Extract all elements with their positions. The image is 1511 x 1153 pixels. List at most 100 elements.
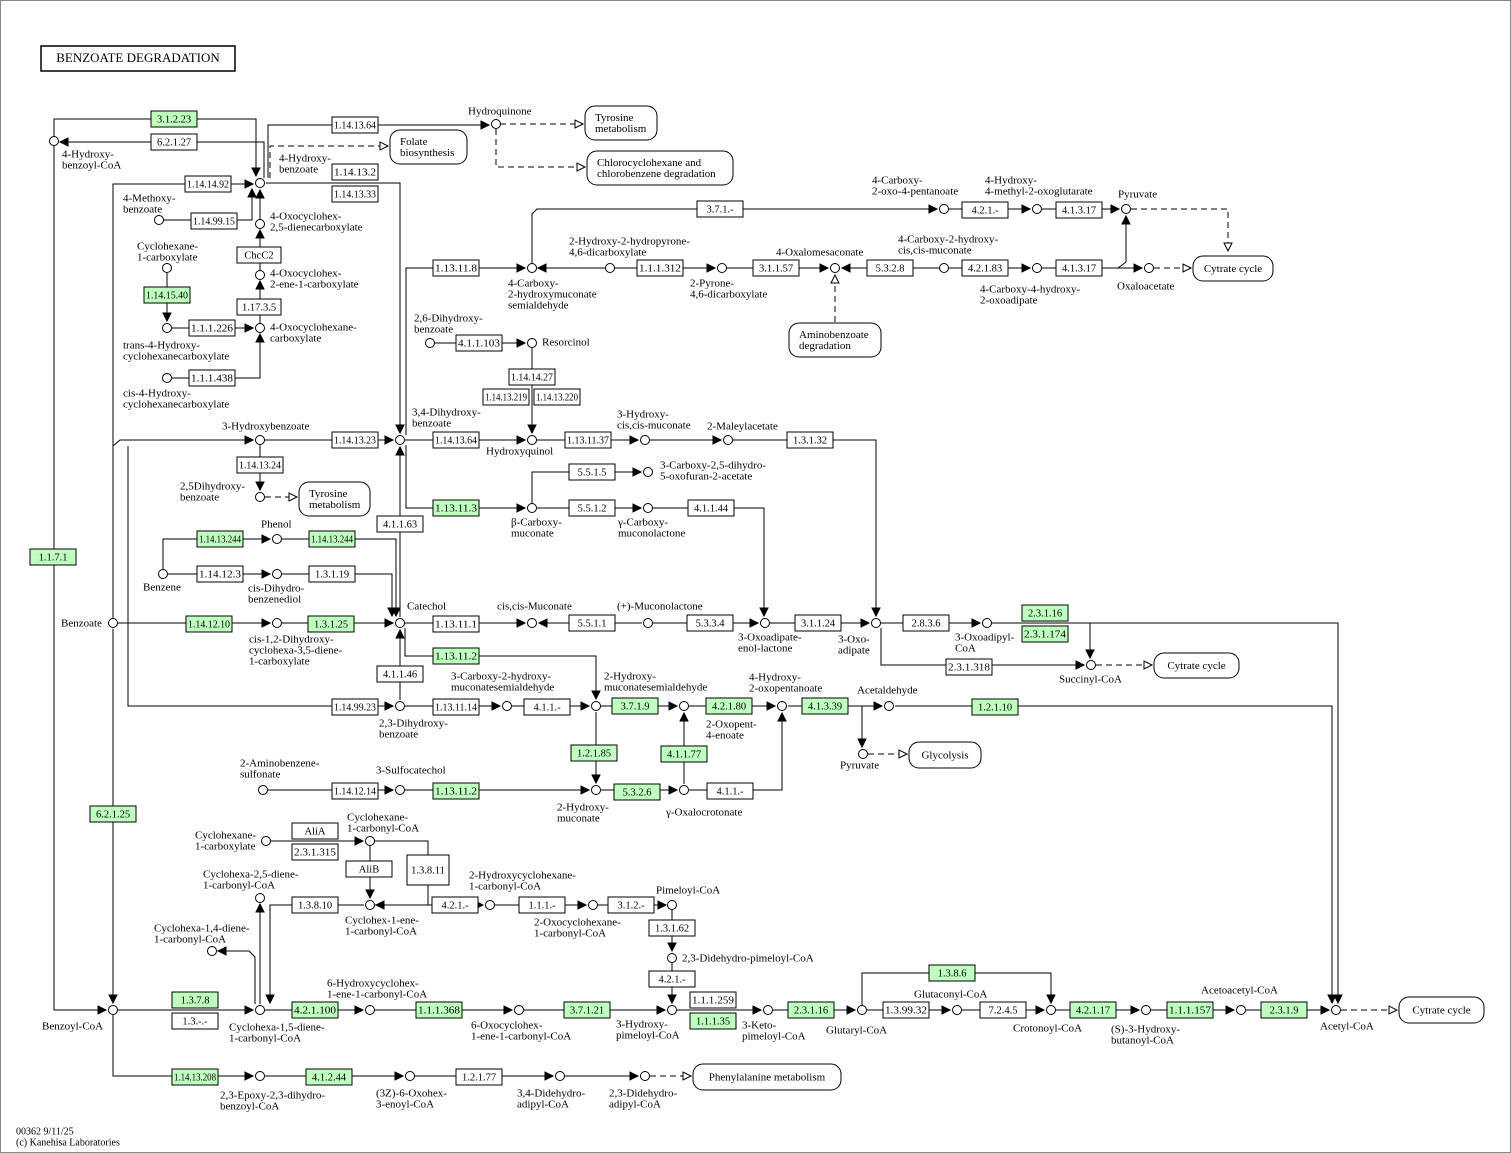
compound-label: 6-Oxocyclohex- — [471, 1020, 543, 1032]
enzyme-box — [236, 456, 284, 474]
enzyme-box — [961, 259, 1009, 277]
arrow-head — [255, 902, 265, 913]
compound — [830, 263, 840, 273]
compound-label: Pimeloyl-CoA — [656, 885, 720, 897]
arrow-head — [576, 162, 587, 172]
enzyme-box — [376, 665, 424, 683]
compound-label: 2-Maleylacetate — [707, 421, 778, 433]
compound — [527, 263, 537, 273]
arrow-head — [1021, 204, 1032, 214]
enzyme-label: 1.14.13.220 — [536, 392, 578, 403]
map-label: metabolism — [309, 499, 361, 511]
compound-label: trans-4-Hydroxy- — [123, 340, 200, 352]
enzyme-label: AliA — [305, 826, 326, 837]
pathway-map-link — [692, 1063, 842, 1091]
compound-label: β-Carboxy- — [511, 517, 562, 529]
compound — [884, 701, 894, 711]
compound — [261, 836, 271, 846]
compound — [591, 785, 601, 795]
arrow-head — [394, 1071, 405, 1081]
arrow-head — [1075, 660, 1086, 670]
compound — [425, 338, 435, 348]
arrow-head — [871, 607, 881, 618]
map-label: Tyrosine — [309, 488, 347, 500]
arrow-head — [516, 435, 527, 445]
enzyme-label: 1.3.8.6 — [938, 968, 967, 979]
edge — [404, 628, 597, 699]
title-box — [40, 45, 236, 72]
compound-label: cyclohexanecarboxylate — [123, 351, 229, 363]
compound — [272, 534, 282, 544]
compound-label: cis,cis-Muconate — [497, 601, 572, 613]
compound-label: Acetaldehyde — [857, 685, 918, 697]
arrow-head — [395, 628, 405, 639]
arrow-head — [365, 889, 375, 900]
enzyme-box — [331, 782, 379, 800]
arrow-head — [591, 690, 601, 701]
enzyme-label: 1.14.13.23 — [334, 435, 376, 446]
arrow-head — [580, 785, 591, 795]
enzyme-box — [636, 259, 684, 277]
enzyme-label: 3.1.1.24 — [801, 618, 836, 629]
compound-label: benzoyl-CoA — [62, 160, 121, 172]
enzyme-box — [613, 783, 661, 801]
edge — [895, 705, 1333, 1003]
arrow-head — [941, 1005, 952, 1015]
compound-label: Cyclohexane- — [347, 812, 408, 824]
compound-label: 3-Oxoadipyl- — [955, 632, 1015, 644]
enzyme-label: 1.14.13.244 — [311, 534, 354, 545]
enzyme-box — [1055, 201, 1103, 219]
compound — [365, 1005, 375, 1015]
compound-label: Catechol — [407, 601, 446, 613]
title: BENZOATE DEGRADATION — [56, 50, 220, 65]
compound — [1121, 204, 1131, 214]
arrow-head — [1143, 660, 1154, 670]
map-label: degradation — [799, 340, 851, 352]
enzyme-label: 1.17.3.5 — [242, 302, 276, 313]
compound-label: cyclohexanecarboxylate — [123, 399, 229, 411]
edge — [267, 124, 489, 178]
enzyme-box — [89, 805, 137, 823]
enzyme-box — [308, 530, 356, 548]
compound-label: Glutaryl-CoA — [826, 1025, 887, 1037]
compound-label: Cyclohexane- — [195, 830, 256, 842]
arrow-head — [777, 711, 787, 722]
edge — [405, 267, 525, 435]
arrow-head — [873, 701, 884, 711]
enzyme-box — [523, 698, 571, 716]
enzyme-box — [184, 175, 232, 193]
enzyme-label: 5.5.1.5 — [578, 467, 607, 478]
enzyme-box — [648, 919, 696, 937]
arrow-head — [1333, 994, 1343, 1005]
enzyme-box — [196, 565, 244, 583]
arrow-head — [354, 836, 365, 846]
enzyme-label: AliB — [359, 864, 379, 875]
enzyme-label: 5.3.3.4 — [696, 618, 726, 629]
compound — [1032, 204, 1042, 214]
compound-label: Resorcinol — [542, 337, 590, 349]
compound-label: 2-Hydroxy- — [604, 671, 656, 683]
compound — [527, 338, 537, 348]
enzyme-box — [196, 530, 244, 548]
map-label: chlorobenzene degradation — [597, 168, 716, 180]
arrow-head — [1110, 204, 1121, 214]
compound-label: 3-Carboxy-2,5-dihydro- — [660, 460, 766, 472]
compound-label: 3-enoyl-CoA — [376, 1099, 434, 1111]
enzyme-label: 1.3.99.32 — [885, 1005, 927, 1016]
compound — [491, 119, 501, 129]
arrow-head — [58, 137, 69, 147]
compound-label: pimeloyl-CoA — [742, 1031, 806, 1043]
pathway-map-link — [586, 150, 734, 186]
arrow-head — [749, 618, 760, 628]
compound — [207, 946, 217, 956]
compound — [502, 701, 512, 711]
enzyme-box — [291, 896, 339, 914]
arrow-head — [574, 119, 585, 129]
enzyme-box — [331, 116, 379, 134]
compound-label: (3Z)-6-Oxohex- — [376, 1088, 447, 1100]
enzyme-box — [482, 388, 530, 406]
enzyme-box — [171, 991, 219, 1009]
enzyme-label: 3.1.2.23 — [157, 114, 191, 125]
compound-label: cis,cis-muconate — [617, 420, 691, 432]
map-label: metabolism — [595, 123, 647, 135]
